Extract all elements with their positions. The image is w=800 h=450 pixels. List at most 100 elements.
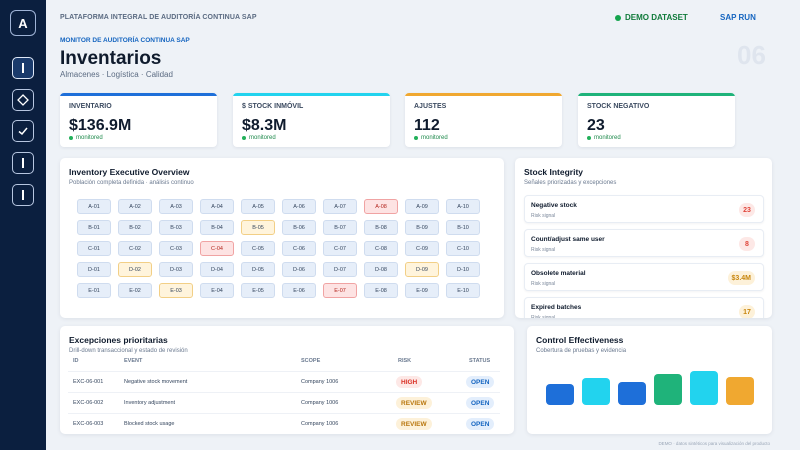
location-cell[interactable]: C-06 [282,241,316,256]
integrity-item[interactable]: Count/adjust same user Risk signal 8 [524,229,764,257]
kpi-label: INVENTARIO [69,103,112,110]
bar-icon [17,62,29,74]
location-cell[interactable]: A-01 [77,199,111,214]
location-cell[interactable]: C-10 [446,241,480,256]
status-badge[interactable]: OPEN [466,376,495,388]
exception-id: EXC-06-001 [73,379,104,385]
nav-item-2[interactable] [12,89,34,111]
location-cell[interactable]: C-02 [118,241,152,256]
location-cell[interactable]: B-06 [282,220,316,235]
table-row[interactable]: EXC-06-003 Blocked stock usage Company 100… [68,413,500,434]
location-cell[interactable]: C-09 [405,241,439,256]
location-cell[interactable]: B-01 [77,220,111,235]
sap-run-link[interactable]: SAP RUN [720,13,756,22]
sidebar: A [0,0,46,450]
location-cell[interactable]: D-05 [241,262,275,277]
page-title: Inventarios [60,48,162,69]
nav-item-4[interactable] [12,152,34,174]
location-cell[interactable]: C-01 [77,241,111,256]
integrity-count-badge: 17 [739,305,755,318]
integrity-subtitle: Señales priorizadas y excepciones [524,180,617,186]
status-dot-icon [69,136,73,140]
location-cell[interactable]: A-06 [282,199,316,214]
location-cell[interactable]: E-01 [77,283,111,298]
location-cell[interactable]: A-10 [446,199,480,214]
kpi-status-label: monitored [594,135,621,141]
app-logo[interactable]: A [10,10,36,36]
table-row[interactable]: EXC-06-001 Negative stock movement Company… [68,371,500,392]
integrity-item[interactable]: Obsolete material Risk signal $3.4M [524,263,764,291]
location-cell[interactable]: E-06 [282,283,316,298]
location-cell[interactable]: D-01 [77,262,111,277]
kpi-value: $8.3M [242,117,287,134]
exception-event: Blocked stock usage [124,421,175,427]
kpi-card: INVENTARIO $136.9M monitored [60,93,217,147]
status-dot-icon [242,136,246,140]
location-cell[interactable]: B-03 [159,220,193,235]
location-cell[interactable]: B-08 [364,220,398,235]
location-cell[interactable]: D-07 [323,262,357,277]
location-cell[interactable]: C-04 [200,241,234,256]
location-cell[interactable]: B-07 [323,220,357,235]
location-cell[interactable]: A-05 [241,199,275,214]
kpi-status: monitored [587,135,621,141]
table-row[interactable]: EXC-06-002 Inventory adjustment Company 10… [68,392,500,413]
location-cell[interactable]: D-02 [118,262,152,277]
location-cell[interactable]: B-04 [200,220,234,235]
integrity-item-name: Negative stock [531,202,577,209]
location-cell[interactable]: E-05 [241,283,275,298]
location-cell[interactable]: D-04 [200,262,234,277]
status-dot-icon [615,14,621,21]
location-cell[interactable]: A-07 [323,199,357,214]
exceptions-title: Excepciones prioritarias [69,335,168,345]
integrity-item[interactable]: Expired batches Risk signal 17 [524,297,764,318]
location-cell[interactable]: A-04 [200,199,234,214]
location-cell[interactable]: C-05 [241,241,275,256]
location-cell[interactable]: E-09 [405,283,439,298]
table-header-event: EVENT [124,358,143,364]
integrity-item[interactable]: Negative stock Risk signal 23 [524,195,764,223]
location-cell[interactable]: D-06 [282,262,316,277]
nav-item-5[interactable] [12,184,34,206]
nav-item-3[interactable] [12,120,34,142]
demo-dataset-badge[interactable]: DEMO DATASET [615,13,688,22]
location-cell[interactable]: A-08 [364,199,398,214]
location-cell[interactable]: C-07 [323,241,357,256]
check-icon [17,125,29,137]
nav-item-1[interactable] [12,57,34,79]
location-cell[interactable]: C-03 [159,241,193,256]
location-cell[interactable]: B-05 [241,220,275,235]
location-cell[interactable]: A-09 [405,199,439,214]
location-cell[interactable]: B-10 [446,220,480,235]
exception-event: Negative stock movement [124,379,188,385]
exception-scope: Company 1006 [301,400,339,406]
kpi-label: $ STOCK INMÓVIL [242,103,304,110]
status-badge[interactable]: OPEN [466,397,495,409]
location-cell[interactable]: A-02 [118,199,152,214]
location-cell[interactable]: D-09 [405,262,439,277]
exception-id: EXC-06-002 [73,400,104,406]
control-bar-1 [546,384,574,405]
location-cell[interactable]: B-02 [118,220,152,235]
location-cell[interactable]: E-07 [323,283,357,298]
integrity-item-signal: Risk signal [531,247,556,253]
location-cell[interactable]: D-08 [364,262,398,277]
location-cell[interactable]: E-03 [159,283,193,298]
location-cell[interactable]: E-10 [446,283,480,298]
integrity-item-name: Count/adjust same user [531,236,605,243]
location-cell[interactable]: C-08 [364,241,398,256]
location-cell[interactable]: E-08 [364,283,398,298]
control-title: Control Effectiveness [536,335,624,345]
location-cell[interactable]: E-02 [118,283,152,298]
risk-badge: REVIEW [396,418,432,430]
location-cell[interactable]: D-03 [159,262,193,277]
integrity-item-name: Obsolete material [531,270,586,277]
kpi-status-label: monitored [249,135,276,141]
location-cell[interactable]: E-04 [200,283,234,298]
location-cell[interactable]: D-10 [446,262,480,277]
kpi-value: 112 [414,117,440,134]
diamond-icon [17,94,29,106]
location-cell[interactable]: A-03 [159,199,193,214]
status-badge[interactable]: OPEN [466,418,495,430]
location-cell[interactable]: B-09 [405,220,439,235]
